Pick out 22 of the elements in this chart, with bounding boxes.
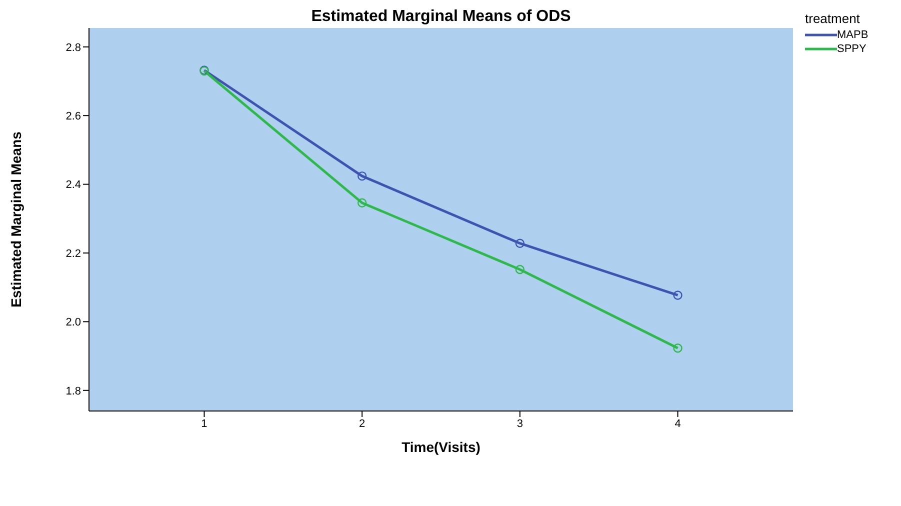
legend-label: MAPB — [837, 28, 868, 42]
point — [673, 290, 682, 300]
point — [515, 264, 525, 274]
y-tick-label: 2.4 — [66, 179, 81, 192]
y-tick-label: 1.8 — [66, 385, 81, 398]
x-tick-label: 2 — [359, 418, 366, 430]
y-tick-label: 2.6 — [66, 110, 81, 122]
point — [673, 344, 682, 353]
y-tick-label: 2.0 — [66, 316, 81, 329]
x-axis-title: Time(Visits) — [402, 439, 480, 455]
point — [357, 198, 367, 208]
x-tick-label: 1 — [201, 418, 208, 430]
point — [515, 238, 525, 248]
legend-title: treatment — [805, 11, 861, 26]
legend-label: SPPY — [837, 42, 866, 56]
x-tick-label: 4 — [674, 418, 681, 430]
y-axis-title: Estimated Marginal Means — [8, 131, 24, 308]
x-tick-label: 3 — [516, 418, 523, 430]
chart-title: Estimated Marginal Means of ODS — [310, 8, 572, 26]
point — [357, 171, 367, 181]
y-tick-label: 2.2 — [66, 248, 81, 260]
y-tick-label: 2.8 — [66, 42, 81, 54]
